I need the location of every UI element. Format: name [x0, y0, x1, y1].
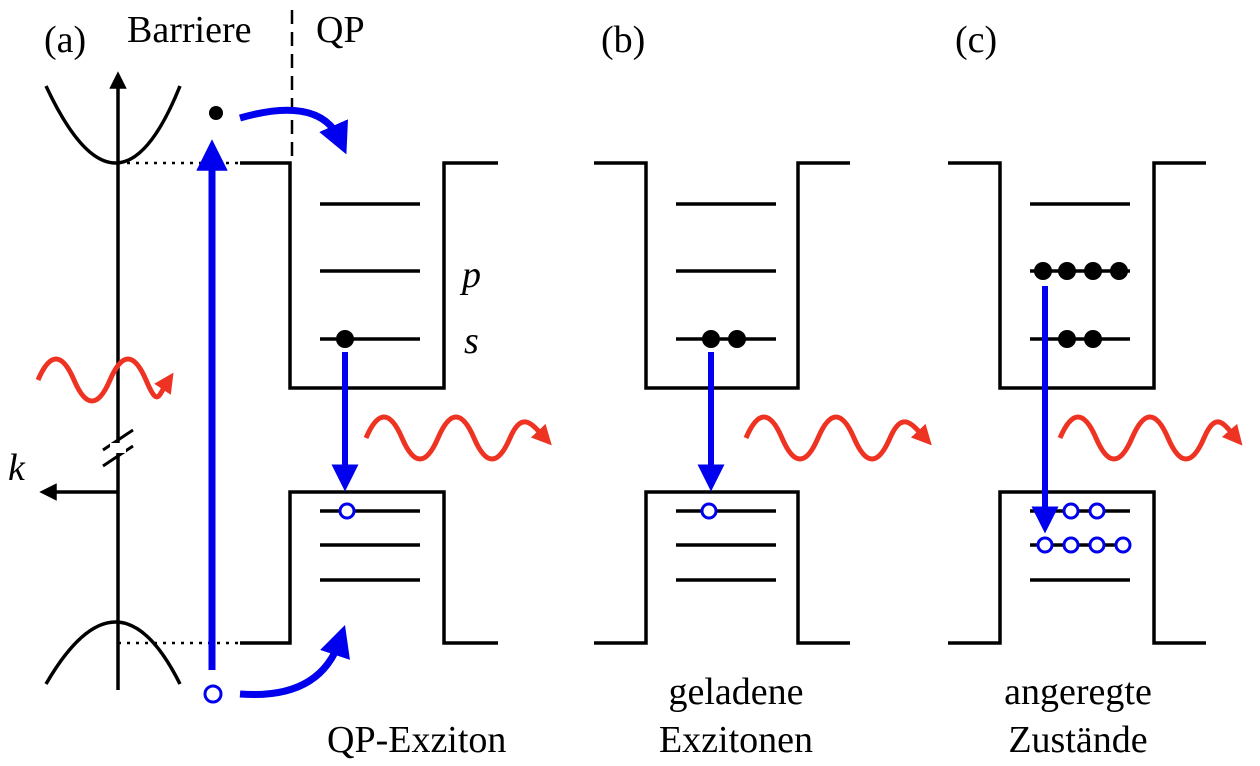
quantum-dot-label: QP [316, 9, 365, 51]
panel-c-letter: (c) [955, 19, 997, 61]
electron [1034, 262, 1052, 280]
emitted-photon-wave [1057, 414, 1243, 462]
electron [1084, 330, 1102, 348]
level-p-label: p [459, 254, 481, 296]
electron [1058, 330, 1076, 348]
axis-break-mark [102, 444, 134, 468]
panel-a: (a) Barriere QP k [8, 9, 552, 761]
conduction-band-well [948, 161, 1206, 390]
barrier-electron [209, 106, 223, 120]
panel-c: (c) angeregte Zustände [948, 19, 1243, 761]
incoming-photon-wave [35, 356, 174, 404]
panel-b-letter: (b) [601, 19, 645, 61]
electron [336, 330, 354, 348]
electron [1058, 262, 1076, 280]
k-axis-label: k [8, 447, 26, 489]
conduction-band-well [240, 161, 498, 390]
electron [1110, 262, 1128, 280]
emitted-photon-wave [363, 414, 552, 462]
hole [1062, 502, 1080, 520]
hole [1114, 536, 1132, 554]
electron-capture-arrow [239, 106, 348, 155]
axis-break-gap [110, 443, 126, 453]
axis-break-mark [102, 428, 134, 452]
valence-band-parabola [44, 620, 182, 685]
barrier-hole [203, 684, 223, 704]
conduction-band-well [594, 161, 850, 390]
hole [1036, 536, 1054, 554]
valence-band-well [594, 490, 850, 645]
panel-c-caption-line2: Zustände [1008, 719, 1147, 761]
hole [1062, 536, 1080, 554]
barrier-label: Barriere [127, 9, 251, 51]
hole [1088, 536, 1106, 554]
panel-b-caption-line2: Exzitonen [659, 719, 813, 761]
valence-band-well [240, 490, 498, 645]
hole-capture-arrow [239, 625, 350, 699]
panel-a-letter: (a) [44, 19, 86, 61]
level-s-label: s [464, 320, 479, 362]
panel-b-caption-line1: geladene [668, 671, 803, 713]
hole [700, 502, 718, 520]
hole [1088, 502, 1106, 520]
panel-b: (b) geladene Exzitonen [594, 19, 932, 761]
valence-band-well [948, 490, 1206, 645]
panel-a-caption: QP-Exziton [327, 719, 506, 761]
electron [728, 330, 746, 348]
panel-c-caption-line1: angeregte [1004, 671, 1152, 713]
emitted-photon-wave [743, 414, 932, 462]
electron [702, 330, 720, 348]
conduction-band-parabola [44, 85, 182, 165]
electron [1084, 262, 1102, 280]
hole [338, 502, 356, 520]
